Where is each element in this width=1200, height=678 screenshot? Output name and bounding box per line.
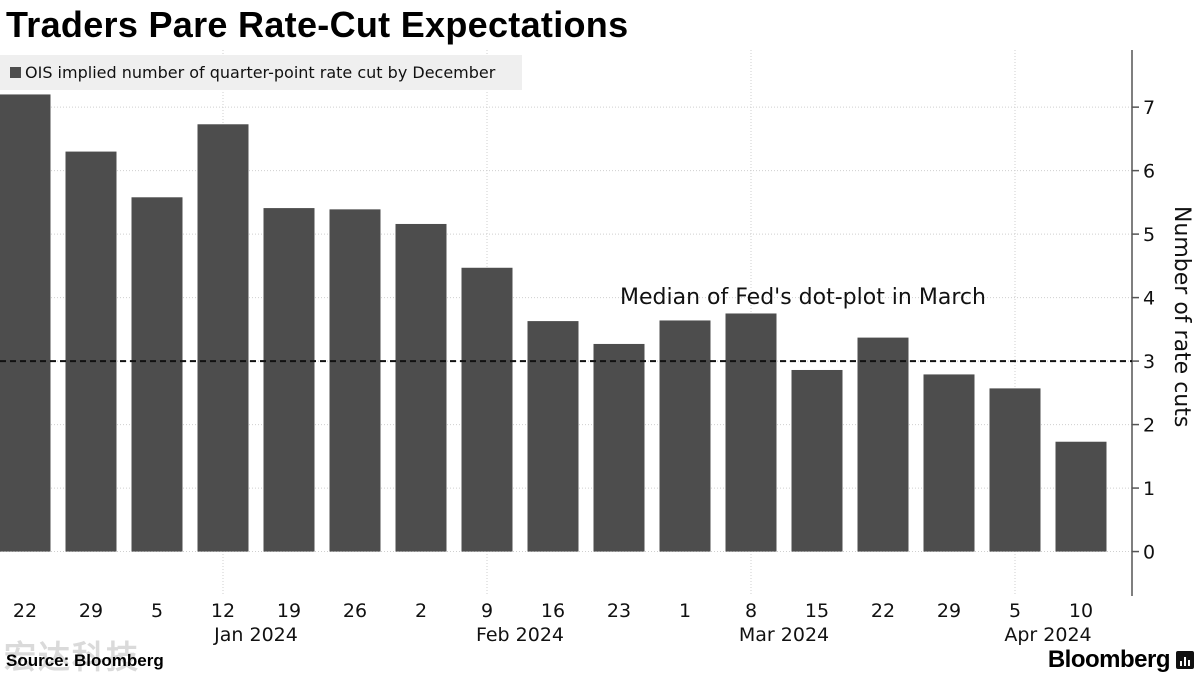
bar [395, 223, 447, 552]
bar [461, 267, 513, 552]
x-tick-label: 8 [745, 600, 757, 622]
x-tick-label: 1 [679, 600, 691, 622]
bar [0, 94, 51, 552]
y-tick-label: 4 [1143, 288, 1155, 310]
bar [329, 209, 381, 552]
x-tick-label: 10 [1069, 600, 1093, 622]
x-tick-label: 12 [211, 600, 235, 622]
bar [791, 369, 843, 552]
bar [1055, 441, 1107, 552]
x-tick-label: 22 [871, 600, 895, 622]
legend: OIS implied number of quarter-point rate… [0, 55, 522, 90]
bars [0, 94, 1107, 552]
bloomberg-brand: Bloomberg [1048, 646, 1194, 674]
x-month-label: Feb 2024 [476, 624, 564, 646]
x-tick-label: 16 [541, 600, 565, 622]
chart-title: Traders Pare Rate-Cut Expectations [6, 4, 629, 45]
y-tick-label: 6 [1143, 161, 1155, 183]
brand-name: Bloomberg [1047, 646, 1171, 673]
legend-swatch [10, 67, 21, 78]
y-axis-title: Number of rate cuts [1169, 206, 1194, 427]
x-tick-label: 26 [343, 600, 367, 622]
bar [989, 388, 1041, 552]
y-tick-label: 2 [1143, 415, 1155, 437]
x-month-label: Apr 2024 [1004, 624, 1091, 646]
bar [65, 151, 117, 552]
bar [197, 124, 249, 552]
x-tick-label: 9 [481, 600, 493, 622]
x-tick-label: 15 [805, 600, 829, 622]
x-month-label: Jan 2024 [213, 624, 298, 646]
reference-line-group: Median of Fed's dot-plot in March [0, 285, 1132, 363]
bar [725, 313, 777, 552]
bar [857, 337, 909, 552]
source-note: Source: Bloomberg [6, 651, 164, 670]
y-tick-label: 5 [1143, 224, 1155, 246]
bar [131, 197, 183, 552]
bar [659, 320, 711, 552]
y-axis: 0 1 2 3 4 5 6 7 Number of rate cuts [1131, 50, 1194, 596]
bar [593, 343, 645, 552]
legend-label: OIS implied number of quarter-point rate… [25, 63, 496, 82]
x-tick-label: 5 [151, 600, 163, 622]
x-tick-label: 23 [607, 600, 631, 622]
bar [263, 208, 315, 552]
y-tick-label: 0 [1143, 542, 1155, 564]
watermark-text: 宏达科技 [4, 638, 141, 676]
x-tick-label: 29 [79, 600, 103, 622]
x-tick-label: 29 [937, 600, 961, 622]
x-tick-label: 19 [277, 600, 301, 622]
x-tick-label: 5 [1009, 600, 1021, 622]
bar [923, 374, 975, 552]
reference-line-label: Median of Fed's dot-plot in March [620, 285, 986, 310]
y-tick-label: 3 [1143, 351, 1155, 373]
bloomberg-logo-icon [1176, 651, 1194, 669]
y-tick-label: 1 [1143, 478, 1155, 500]
x-month-label: Mar 2024 [739, 624, 829, 646]
bar [527, 321, 579, 552]
x-tick-label: 2 [415, 600, 427, 622]
y-tick-label: 7 [1143, 97, 1155, 119]
x-tick-label: 22 [13, 600, 37, 622]
